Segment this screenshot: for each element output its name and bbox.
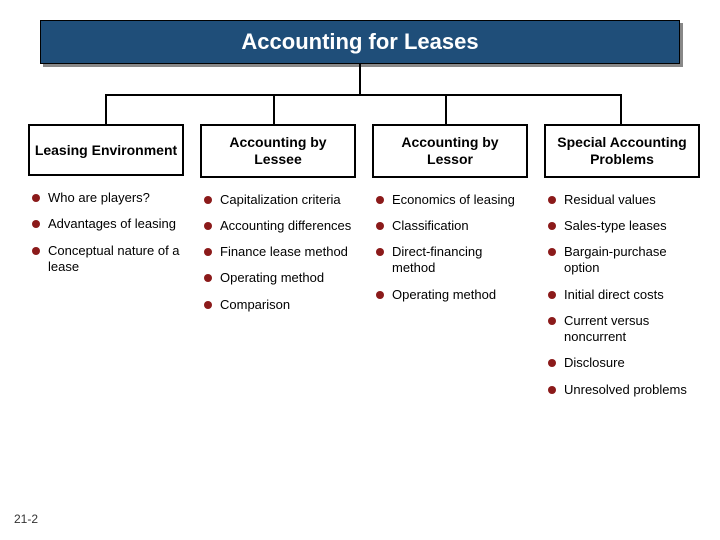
item-text: Direct-financing method: [392, 244, 482, 275]
connector-drop-3: [445, 94, 447, 124]
list-item: Capitalization criteria: [204, 192, 356, 208]
column-leasing-environment: Leasing Environment Who are players? Adv…: [28, 124, 184, 408]
item-text: Advantages of leasing: [48, 216, 176, 231]
column-header: Special Accounting Problems: [544, 124, 700, 178]
list-item: Current versus noncurrent: [548, 313, 700, 346]
list-item: Conceptual nature of a lease: [32, 243, 184, 276]
column-header-label: Accounting by Lessor: [378, 134, 522, 168]
item-text: Operating method: [392, 287, 496, 302]
column-items: Capitalization criteria Accounting diffe…: [200, 192, 356, 323]
list-item: Sales-type leases: [548, 218, 700, 234]
connector-drop-4: [620, 94, 622, 124]
list-item: Classification: [376, 218, 528, 234]
list-item: Direct-financing method: [376, 244, 528, 277]
list-item: Economics of leasing: [376, 192, 528, 208]
column-header-label: Accounting by Lessee: [206, 134, 350, 168]
item-text: Conceptual nature of a lease: [48, 243, 180, 274]
list-item: Bargain-purchase option: [548, 244, 700, 277]
list-item: Who are players?: [32, 190, 184, 206]
list-item: Advantages of leasing: [32, 216, 184, 232]
column-accounting-lessee: Accounting by Lessee Capitalization crit…: [200, 124, 356, 408]
list-item: Initial direct costs: [548, 287, 700, 303]
item-text: Unresolved problems: [564, 382, 687, 397]
list-item: Operating method: [204, 270, 356, 286]
column-header: Accounting by Lessee: [200, 124, 356, 178]
connector-drop-2: [273, 94, 275, 124]
item-text: Residual values: [564, 192, 656, 207]
connector-vertical: [359, 64, 361, 94]
item-text: Bargain-purchase option: [564, 244, 667, 275]
item-text: Comparison: [220, 297, 290, 312]
page-number: 21-2: [14, 512, 38, 526]
item-text: Operating method: [220, 270, 324, 285]
column-header-label: Leasing Environment: [35, 142, 177, 159]
item-text: Economics of leasing: [392, 192, 515, 207]
item-text: Initial direct costs: [564, 287, 664, 302]
columns-container: Leasing Environment Who are players? Adv…: [28, 124, 700, 408]
connector-drop-1: [105, 94, 107, 124]
column-items: Who are players? Advantages of leasing C…: [28, 190, 184, 285]
item-text: Accounting differences: [220, 218, 351, 233]
list-item: Residual values: [548, 192, 700, 208]
column-accounting-lessor: Accounting by Lessor Economics of leasin…: [372, 124, 528, 408]
column-header: Accounting by Lessor: [372, 124, 528, 178]
slide-title: Accounting for Leases: [241, 29, 478, 55]
column-header-label: Special Accounting Problems: [550, 134, 694, 168]
item-text: Disclosure: [564, 355, 625, 370]
list-item: Unresolved problems: [548, 382, 700, 398]
item-text: Current versus noncurrent: [564, 313, 649, 344]
item-text: Classification: [392, 218, 469, 233]
list-item: Accounting differences: [204, 218, 356, 234]
list-item: Finance lease method: [204, 244, 356, 260]
list-item: Comparison: [204, 297, 356, 313]
list-item: Disclosure: [548, 355, 700, 371]
item-text: Sales-type leases: [564, 218, 667, 233]
column-header: Leasing Environment: [28, 124, 184, 176]
slide-title-box: Accounting for Leases: [40, 20, 680, 64]
item-text: Who are players?: [48, 190, 150, 205]
column-items: Economics of leasing Classification Dire…: [372, 192, 528, 313]
column-special-problems: Special Accounting Problems Residual val…: [544, 124, 700, 408]
item-text: Finance lease method: [220, 244, 348, 259]
item-text: Capitalization criteria: [220, 192, 341, 207]
list-item: Operating method: [376, 287, 528, 303]
column-items: Residual values Sales-type leases Bargai…: [544, 192, 700, 408]
connector-horizontal: [105, 94, 621, 96]
